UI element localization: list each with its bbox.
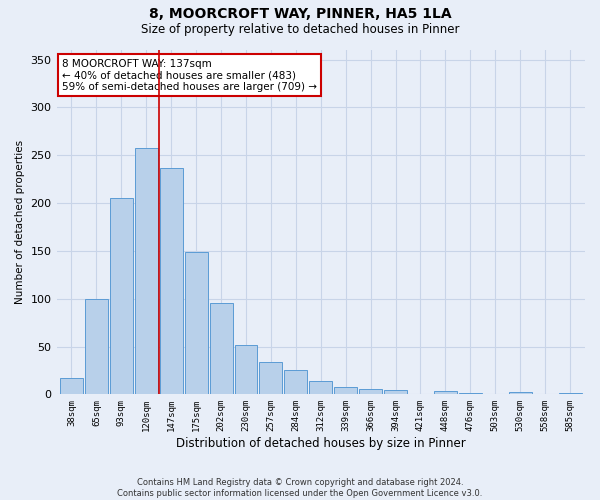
Y-axis label: Number of detached properties: Number of detached properties bbox=[15, 140, 25, 304]
Bar bbox=[384, 390, 407, 394]
Bar bbox=[60, 378, 83, 394]
Text: Contains HM Land Registry data © Crown copyright and database right 2024.
Contai: Contains HM Land Registry data © Crown c… bbox=[118, 478, 482, 498]
Text: 8 MOORCROFT WAY: 137sqm
← 40% of detached houses are smaller (483)
59% of semi-d: 8 MOORCROFT WAY: 137sqm ← 40% of detache… bbox=[62, 58, 317, 92]
X-axis label: Distribution of detached houses by size in Pinner: Distribution of detached houses by size … bbox=[176, 437, 466, 450]
Bar bbox=[310, 381, 332, 394]
Bar bbox=[235, 344, 257, 395]
Bar bbox=[185, 252, 208, 394]
Text: Size of property relative to detached houses in Pinner: Size of property relative to detached ho… bbox=[141, 22, 459, 36]
Text: 8, MOORCROFT WAY, PINNER, HA5 1LA: 8, MOORCROFT WAY, PINNER, HA5 1LA bbox=[149, 8, 451, 22]
Bar bbox=[359, 388, 382, 394]
Bar bbox=[209, 304, 233, 394]
Bar bbox=[509, 392, 532, 394]
Bar bbox=[434, 390, 457, 394]
Bar bbox=[110, 198, 133, 394]
Bar bbox=[160, 168, 182, 394]
Bar bbox=[334, 386, 357, 394]
Bar bbox=[135, 148, 158, 394]
Bar bbox=[284, 370, 307, 394]
Bar bbox=[85, 298, 108, 394]
Bar bbox=[259, 362, 283, 394]
